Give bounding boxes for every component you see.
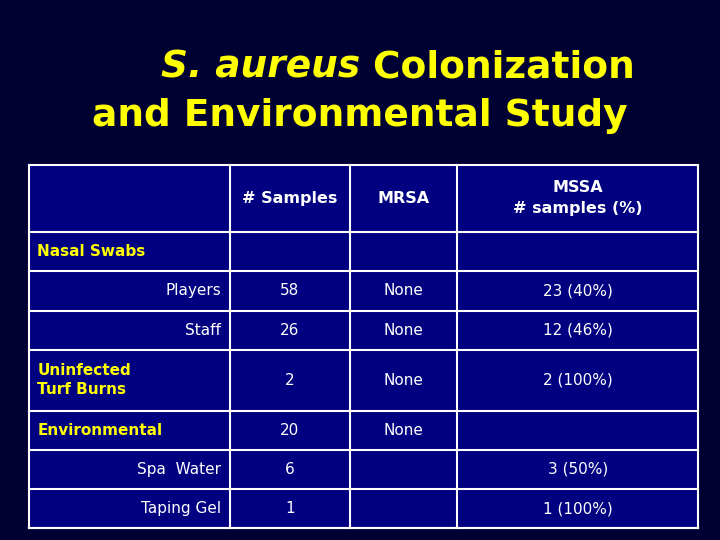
Text: 6: 6 — [285, 462, 294, 477]
Bar — [29, 165, 698, 528]
Text: 58: 58 — [280, 284, 300, 299]
Text: # Samples: # Samples — [242, 191, 338, 206]
Text: Staff: Staff — [185, 322, 221, 338]
Text: Nasal Swabs: Nasal Swabs — [37, 244, 145, 259]
Text: None: None — [384, 284, 423, 299]
Text: 2: 2 — [285, 373, 294, 388]
Text: 2 (100%): 2 (100%) — [543, 373, 613, 388]
Text: MSSA
# samples (%): MSSA # samples (%) — [513, 180, 643, 217]
Text: S. aureus: S. aureus — [161, 50, 360, 85]
Text: None: None — [384, 322, 423, 338]
Text: 1 (100%): 1 (100%) — [543, 501, 613, 516]
Text: 23 (40%): 23 (40%) — [543, 284, 613, 299]
Text: 26: 26 — [280, 322, 300, 338]
Text: 1: 1 — [285, 501, 294, 516]
Text: 3 (50%): 3 (50%) — [548, 462, 608, 477]
Text: Uninfected
Turf Burns: Uninfected Turf Burns — [37, 363, 131, 397]
Text: Spa  Water: Spa Water — [137, 462, 221, 477]
Text: Environmental: Environmental — [37, 423, 163, 438]
Text: Colonization: Colonization — [360, 50, 635, 85]
Text: None: None — [384, 373, 423, 388]
Text: None: None — [384, 423, 423, 438]
Text: MRSA: MRSA — [378, 191, 430, 206]
Text: 12 (46%): 12 (46%) — [543, 322, 613, 338]
Text: Taping Gel: Taping Gel — [141, 501, 221, 516]
Text: and Environmental Study: and Environmental Study — [92, 98, 628, 134]
Text: Players: Players — [166, 284, 221, 299]
Text: 20: 20 — [280, 423, 300, 438]
